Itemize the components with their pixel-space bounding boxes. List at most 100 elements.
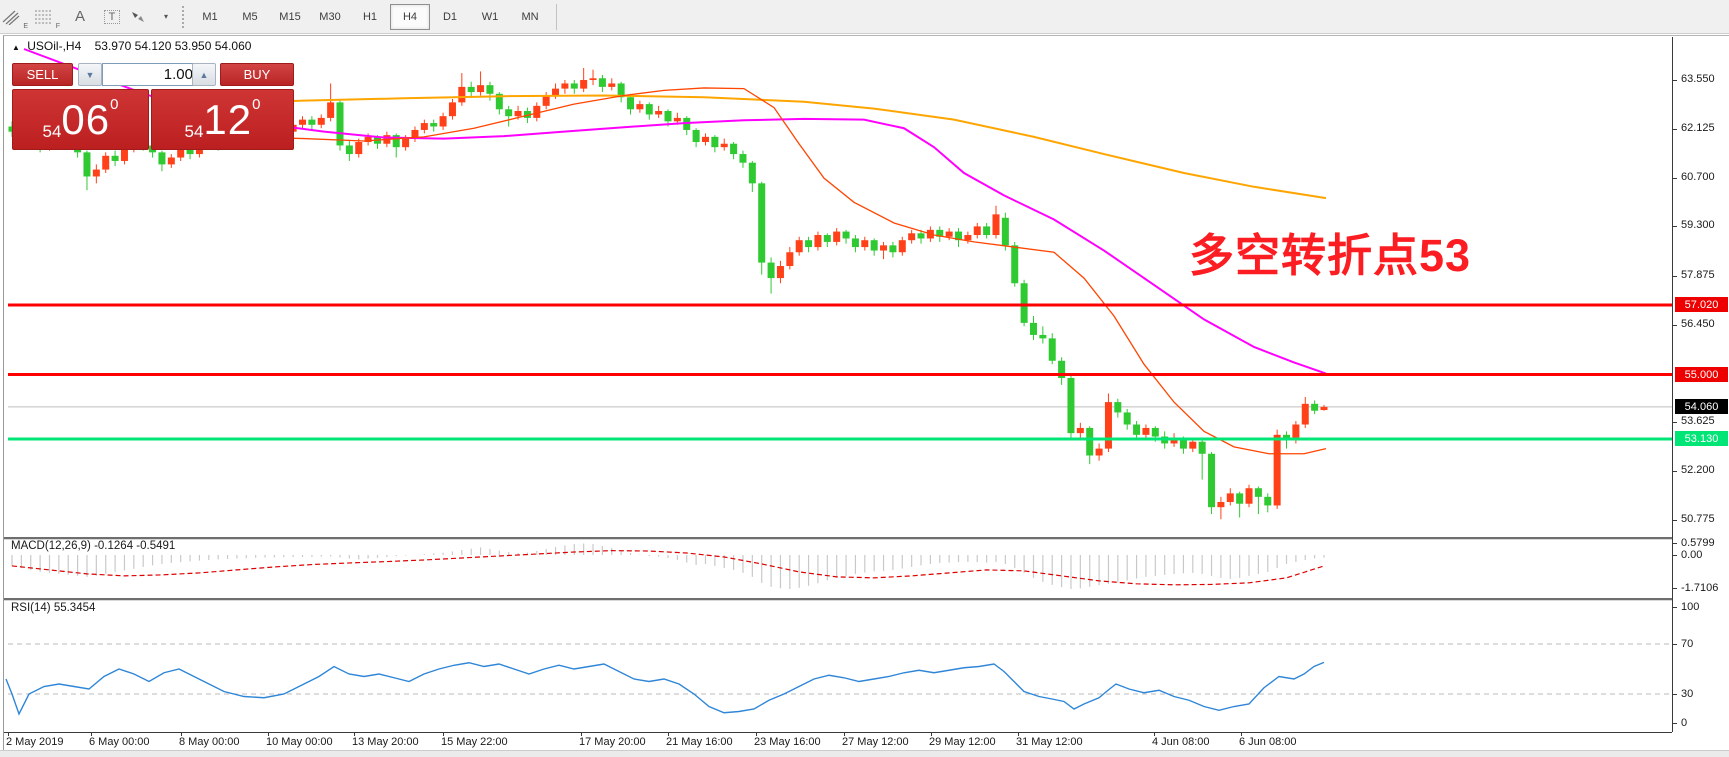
sell-price-handle: 54: [42, 122, 62, 141]
rsi-indicator-canvas[interactable]: [4, 600, 1672, 732]
time-tick-label: 31 May 12:00: [1016, 736, 1083, 748]
price-axis-line: [1672, 37, 1673, 732]
symbol-header: ▲ USOil-,H4 53.970 54.120 53.950 54.060: [12, 39, 251, 53]
price-tick-label: 50.775: [1681, 513, 1715, 526]
axis-tick-mark: [1673, 588, 1677, 589]
timeframe-button-M30[interactable]: M30: [319, 10, 341, 23]
equidistant-channel-icon[interactable]: E: [1, 3, 31, 31]
status-strip: [0, 750, 1729, 757]
volume-increase-button[interactable]: ▲: [192, 63, 216, 86]
rsi-axis-label: 30: [1681, 688, 1694, 700]
buy-price-display[interactable]: 54 12 0: [151, 89, 294, 150]
macd-axis-label: 0.00: [1681, 549, 1703, 561]
time-tick-label: 17 May 20:00: [579, 736, 646, 748]
time-tick-mark: [756, 732, 757, 736]
macd-indicator-canvas[interactable]: [4, 539, 1672, 598]
price-tick-label: 60.700: [1681, 171, 1715, 184]
text-label-tool-icon[interactable]: T: [97, 3, 127, 31]
time-tick-mark: [1018, 732, 1019, 736]
buy-button[interactable]: BUY: [220, 63, 294, 86]
line-studies-toolbar: E F A T ▾ M1 M5 M15 M30 H1 H4 D1 W1 MN: [0, 0, 1729, 34]
timeframe-button-M5[interactable]: M5: [242, 10, 258, 23]
axis-tick-mark: [1673, 421, 1677, 423]
time-tick-mark: [268, 732, 269, 736]
time-tick-mark: [91, 732, 92, 736]
time-tick-mark: [931, 732, 932, 736]
fibonacci-retracement-icon[interactable]: F: [35, 10, 60, 30]
time-tick-label: 6 May 00:00: [89, 736, 150, 748]
timeframe-button-H4[interactable]: H4: [390, 3, 430, 30]
buy-price-big-digits: 12: [203, 95, 253, 143]
arrow-objects-dropdown-caret[interactable]: ▾: [163, 12, 168, 21]
time-tick-mark: [1241, 732, 1242, 736]
time-tick-mark: [581, 732, 582, 736]
time-tick-label: 23 May 16:00: [754, 736, 821, 748]
axis-tick-mark: [1673, 324, 1677, 326]
time-tick-label: 10 May 00:00: [266, 736, 333, 748]
sell-price-display[interactable]: 54 06 0: [12, 89, 149, 150]
timeframe-button-MN[interactable]: MN: [521, 10, 539, 23]
axis-tick-mark: [1673, 723, 1677, 724]
time-tick-mark: [1154, 732, 1155, 736]
volume-decrease-button[interactable]: ▼: [78, 63, 102, 86]
chart-text-annotation: 多空转折点53: [1189, 230, 1472, 281]
price-tick-label: 63.550: [1681, 73, 1715, 85]
axis-tick-mark: [1673, 694, 1677, 695]
price-tick-label: 59.300: [1681, 219, 1715, 232]
time-tick-label: 6 Jun 08:00: [1239, 736, 1297, 748]
chart-window: ▲ USOil-,H4 53.970 54.120 53.950 54.060 …: [3, 35, 1729, 751]
buy-price-handle: 54: [184, 122, 204, 141]
time-axis-line: [4, 732, 1672, 733]
arrow-objects-icon[interactable]: [129, 3, 159, 31]
collapse-subwindow-icon[interactable]: ▲: [12, 43, 20, 52]
rsi-label: RSI(14) 55.3454: [11, 602, 96, 614]
time-tick-label: 27 May 12:00: [842, 736, 909, 748]
one-click-trading-panel: SELL ▼ ▲ BUY 54 06 0 54 12 0: [12, 59, 294, 150]
volume-input[interactable]: [102, 63, 200, 86]
text-tool-icon[interactable]: A: [74, 8, 85, 25]
time-tick-label: 4 Jun 08:00: [1152, 736, 1210, 748]
buy-price-pip-digit: 0: [252, 96, 261, 113]
timeframes-toolbar: M1 M5 M15 M30 H1 H4 D1 W1 MN: [190, 3, 550, 30]
price-axis[interactable]: 63.550 62.125 60.700 59.300 57.875 56.450 53.6…: [1673, 37, 1729, 732]
price-tick-label: 53.625: [1681, 414, 1715, 427]
time-tick-label: 15 May 22:00: [441, 736, 508, 748]
axis-tick-mark: [1673, 80, 1677, 81]
axis-tick-mark: [1673, 275, 1677, 277]
axis-tick-mark: [1673, 520, 1677, 522]
axis-tick-mark: [1673, 471, 1677, 472]
price-badge-55.000: 55.000: [1675, 367, 1728, 383]
toolbar-grip[interactable]: [182, 5, 184, 28]
time-tick-label: 8 May 00:00: [179, 736, 240, 748]
axis-tick-mark: [1673, 606, 1677, 608]
sell-button[interactable]: SELL: [12, 63, 73, 86]
rsi-window-splitter[interactable]: [4, 598, 1729, 601]
time-tick-label: 21 May 16:00: [666, 736, 733, 748]
axis-tick-mark: [1673, 555, 1677, 556]
price-tick-label: 52.200: [1681, 464, 1715, 476]
time-tick-mark: [668, 732, 669, 736]
timeframe-button-H1[interactable]: H1: [362, 10, 378, 23]
timeframe-button-W1[interactable]: W1: [481, 10, 499, 23]
time-tick-mark: [844, 732, 845, 736]
time-axis[interactable]: 2 May 2019 6 May 00:00 8 May 00:00 10 May 0…: [4, 732, 1672, 751]
timeframe-button-D1[interactable]: D1: [442, 10, 458, 23]
time-tick-label: 13 May 20:00: [352, 736, 419, 748]
toolbar-separator: [556, 3, 557, 30]
timeframe-button-M1[interactable]: M1: [202, 10, 218, 23]
rsi-axis-label: 0: [1681, 717, 1688, 729]
time-tick-label: 2 May 2019: [6, 736, 64, 748]
time-tick-mark: [181, 732, 182, 736]
macd-label: MACD(12,26,9) -0.1264 -0.5491: [11, 540, 176, 552]
axis-tick-mark: [1673, 129, 1677, 131]
rsi-axis-label: 100: [1681, 600, 1700, 613]
macd-axis-label: 0.5799: [1681, 537, 1715, 550]
sell-price-big-digits: 06: [61, 95, 111, 143]
axis-tick-mark: [1673, 226, 1677, 228]
price-tick-label: 62.125: [1681, 122, 1715, 135]
timeframe-button-M15[interactable]: M15: [279, 10, 301, 23]
sell-price-pip-digit: 0: [110, 96, 119, 113]
time-tick-label: 29 May 12:00: [929, 736, 996, 748]
macd-window-splitter[interactable]: [4, 537, 1729, 540]
